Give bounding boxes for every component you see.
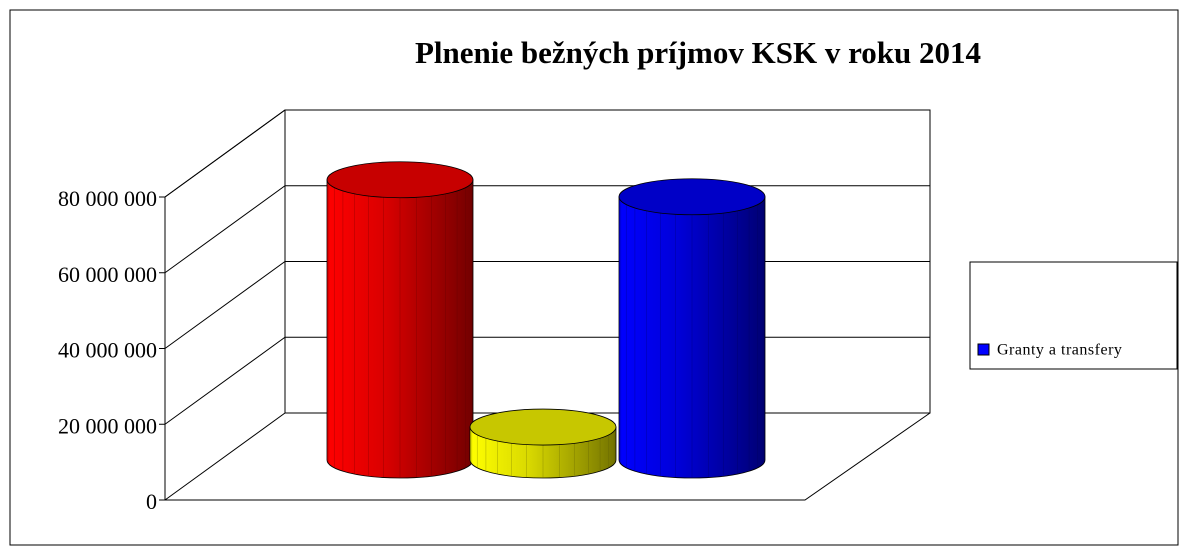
chart-title: Plnenie bežných príjmov KSK v roku 2014 xyxy=(415,35,981,70)
legend-swatch xyxy=(977,343,990,356)
y-tick-label: 20 000 000 xyxy=(58,413,157,438)
grid-line xyxy=(164,109,930,198)
y-tick-label: 40 000 000 xyxy=(58,338,157,363)
cylinder-top xyxy=(469,408,617,446)
y-tick-label: 80 000 000 xyxy=(58,186,157,211)
cylinder-top xyxy=(326,161,474,199)
cylinder xyxy=(618,178,766,479)
y-tick-label: 60 000 000 xyxy=(58,262,157,287)
cylinder-top xyxy=(618,178,766,216)
cylinder xyxy=(326,161,474,479)
cylinder xyxy=(469,408,617,479)
legend xyxy=(969,261,1178,370)
y-tick-label: 0 xyxy=(146,489,157,514)
legend-label: Granty a transfery xyxy=(997,342,1122,359)
floor xyxy=(165,412,931,501)
